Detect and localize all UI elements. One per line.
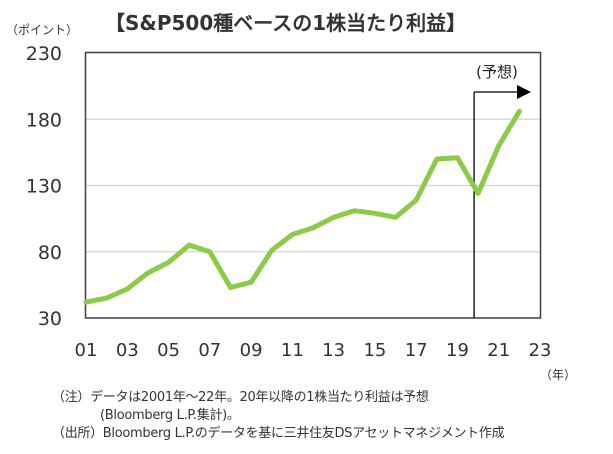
chart-title: 【S&P500種ベースの1株当たり利益】	[105, 11, 466, 35]
x-axis-unit-label: （年）	[540, 368, 576, 382]
x-tick-label: 07	[198, 340, 221, 361]
x-tick-label: 17	[405, 340, 428, 361]
gridlines	[86, 118, 540, 253]
x-tick-label: 05	[157, 340, 180, 361]
forecast-marker: (予想)	[473, 63, 531, 318]
x-axis-ticks: 01 03 05 07 09 11 13 15 17 19 21 23	[75, 340, 552, 361]
y-axis-unit-label: （ポイント）	[6, 23, 78, 37]
x-tick-label: 01	[75, 340, 98, 361]
y-tick-label: 30	[38, 308, 62, 330]
x-tick-label: 23	[529, 340, 552, 361]
x-tick-label: 11	[281, 340, 304, 361]
y-tick-label: 130	[26, 176, 62, 198]
x-tick-label: 15	[363, 340, 386, 361]
x-tick-label: 03	[116, 340, 139, 361]
y-axis-ticks: 230 180 130 80 30	[26, 43, 62, 330]
y-tick-label: 230	[26, 43, 62, 65]
plot-area-border	[84, 51, 542, 319]
x-tick-label: 19	[446, 340, 469, 361]
y-tick-label: 80	[38, 242, 62, 264]
footnote-source: （出所）Bloomberg L.P.のデータを基に三井住友DSアセットマネジメン…	[52, 426, 505, 441]
series-layer	[83, 108, 522, 305]
forecast-arrow-head-icon	[517, 85, 531, 99]
forecast-label: (予想)	[476, 63, 518, 81]
x-tick-label: 13	[322, 340, 345, 361]
series-line	[83, 108, 522, 305]
footnote-note-line2: (Bloomberg L.P.集計)。	[100, 408, 240, 423]
x-tick-label: 21	[487, 340, 510, 361]
footnote-note-line1: （注）データは2001年～22年。20年以降の1株当たり利益は予想	[52, 390, 429, 405]
y-tick-label: 180	[26, 109, 62, 131]
x-tick-label: 09	[240, 340, 263, 361]
